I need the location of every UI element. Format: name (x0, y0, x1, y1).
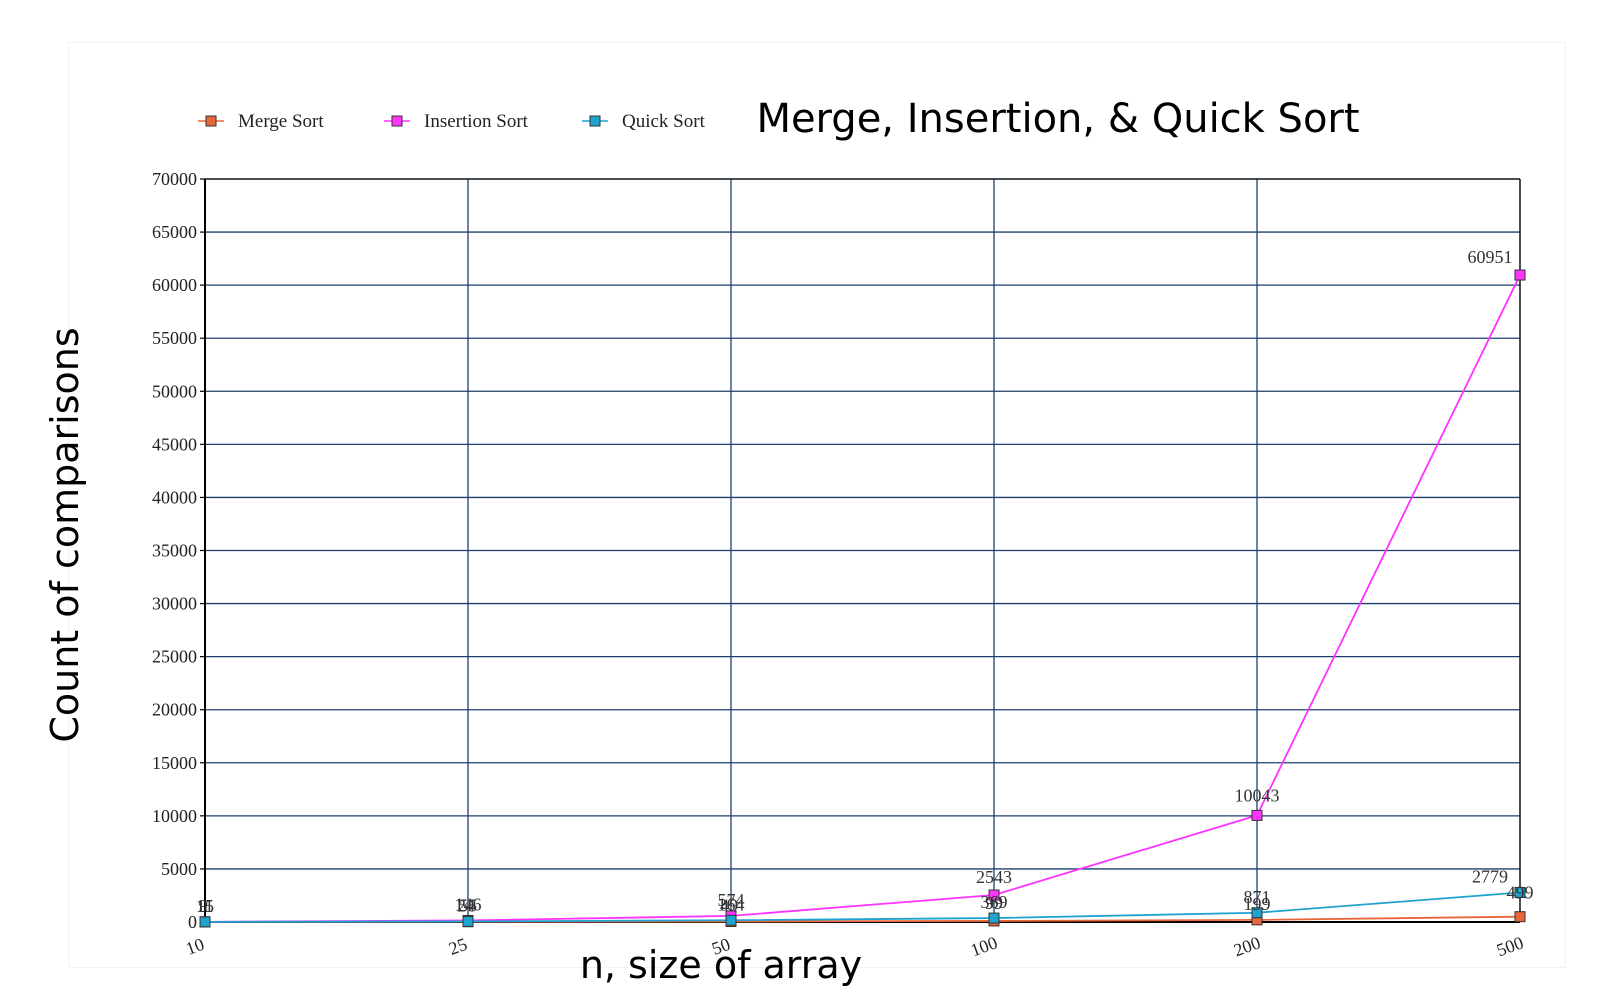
y-tick-label: 5000 (161, 859, 197, 879)
x-tick-label: 200 (1231, 932, 1263, 960)
data-label: 9 (199, 896, 208, 916)
data-label: 199 (1244, 894, 1271, 914)
data-label: 871 (1244, 887, 1271, 907)
x-tick-label: 100 (968, 932, 1000, 960)
data-label: 2543 (976, 867, 1012, 887)
series-lines (199, 269, 1526, 928)
data-label: 146 (455, 894, 482, 914)
y-axis-title: Count of comparisons (43, 327, 87, 742)
legend-marker (391, 115, 403, 127)
data-point (988, 912, 1000, 924)
legend: Merge Sort Insertion Sort Quick Sort (198, 111, 706, 132)
y-tick-label: 20000 (152, 700, 197, 720)
x-tick-label: 500 (1494, 932, 1526, 960)
legend-label: Insertion Sort (424, 111, 529, 132)
data-label: 499 (1507, 883, 1534, 903)
y-tick-label: 60000 (152, 275, 197, 295)
data-label: 15 (196, 896, 214, 916)
data-label: 24 (457, 896, 475, 916)
data-label: 10043 (1235, 785, 1280, 805)
data-label: 164 (718, 894, 745, 914)
x-tick-label: 25 (446, 934, 470, 959)
y-tick-label: 50000 (152, 381, 197, 401)
legend-label: Merge Sort (238, 111, 324, 132)
data-point (1251, 907, 1263, 919)
data-point (462, 915, 474, 927)
series-line-2 (204, 891, 1521, 923)
y-tick-label: 10000 (152, 806, 197, 826)
y-tick-label: 70000 (152, 169, 197, 189)
y-tick-label: 45000 (152, 434, 197, 454)
y-tick-label: 30000 (152, 594, 197, 614)
data-point (1514, 911, 1526, 923)
data-label: 60951 (1468, 247, 1513, 267)
data-label: 574 (718, 890, 745, 910)
data-label: 99 (985, 893, 1003, 913)
x-tick-label: 50 (709, 934, 733, 959)
y-tick-label: 40000 (152, 487, 197, 507)
data-label: 55 (459, 895, 477, 915)
y-tick-label: 0 (188, 912, 197, 932)
data-labels: 9 24 49 99 199 499 15 146 574 2543 10043 60951 11 55 1… (196, 247, 1534, 916)
data-label: 369 (981, 892, 1008, 912)
y-tick-label: 65000 (152, 222, 197, 242)
data-point (1514, 269, 1526, 281)
data-point (725, 914, 737, 926)
legend-marker (589, 115, 601, 127)
legend-item: Merge Sort (198, 111, 324, 132)
y-tick-label: 55000 (152, 328, 197, 348)
data-label: 11 (196, 896, 213, 916)
data-point (1251, 809, 1263, 821)
legend-item: Insertion Sort (384, 111, 529, 132)
y-tick-label: 25000 (152, 647, 197, 667)
data-point (988, 889, 1000, 901)
grid-lines (204, 178, 1521, 923)
chart-title: Merge, Insertion, & Quick Sort (756, 96, 1359, 142)
data-point (1514, 887, 1526, 899)
legend-label: Quick Sort (622, 111, 706, 132)
x-axis-title: n, size of array (580, 943, 862, 987)
y-tick-label: 15000 (152, 753, 197, 773)
y-tick-label: 35000 (152, 541, 197, 561)
legend-marker (205, 115, 217, 127)
x-tick-label: 10 (183, 934, 207, 959)
data-label: 2779 (1472, 867, 1508, 887)
data-label: 49 (720, 895, 738, 915)
axes: 0 5000 10000 15000 20000 25000 30000 35000 40000… (152, 169, 1526, 960)
legend-item: Quick Sort (582, 111, 706, 132)
data-point (199, 916, 211, 928)
